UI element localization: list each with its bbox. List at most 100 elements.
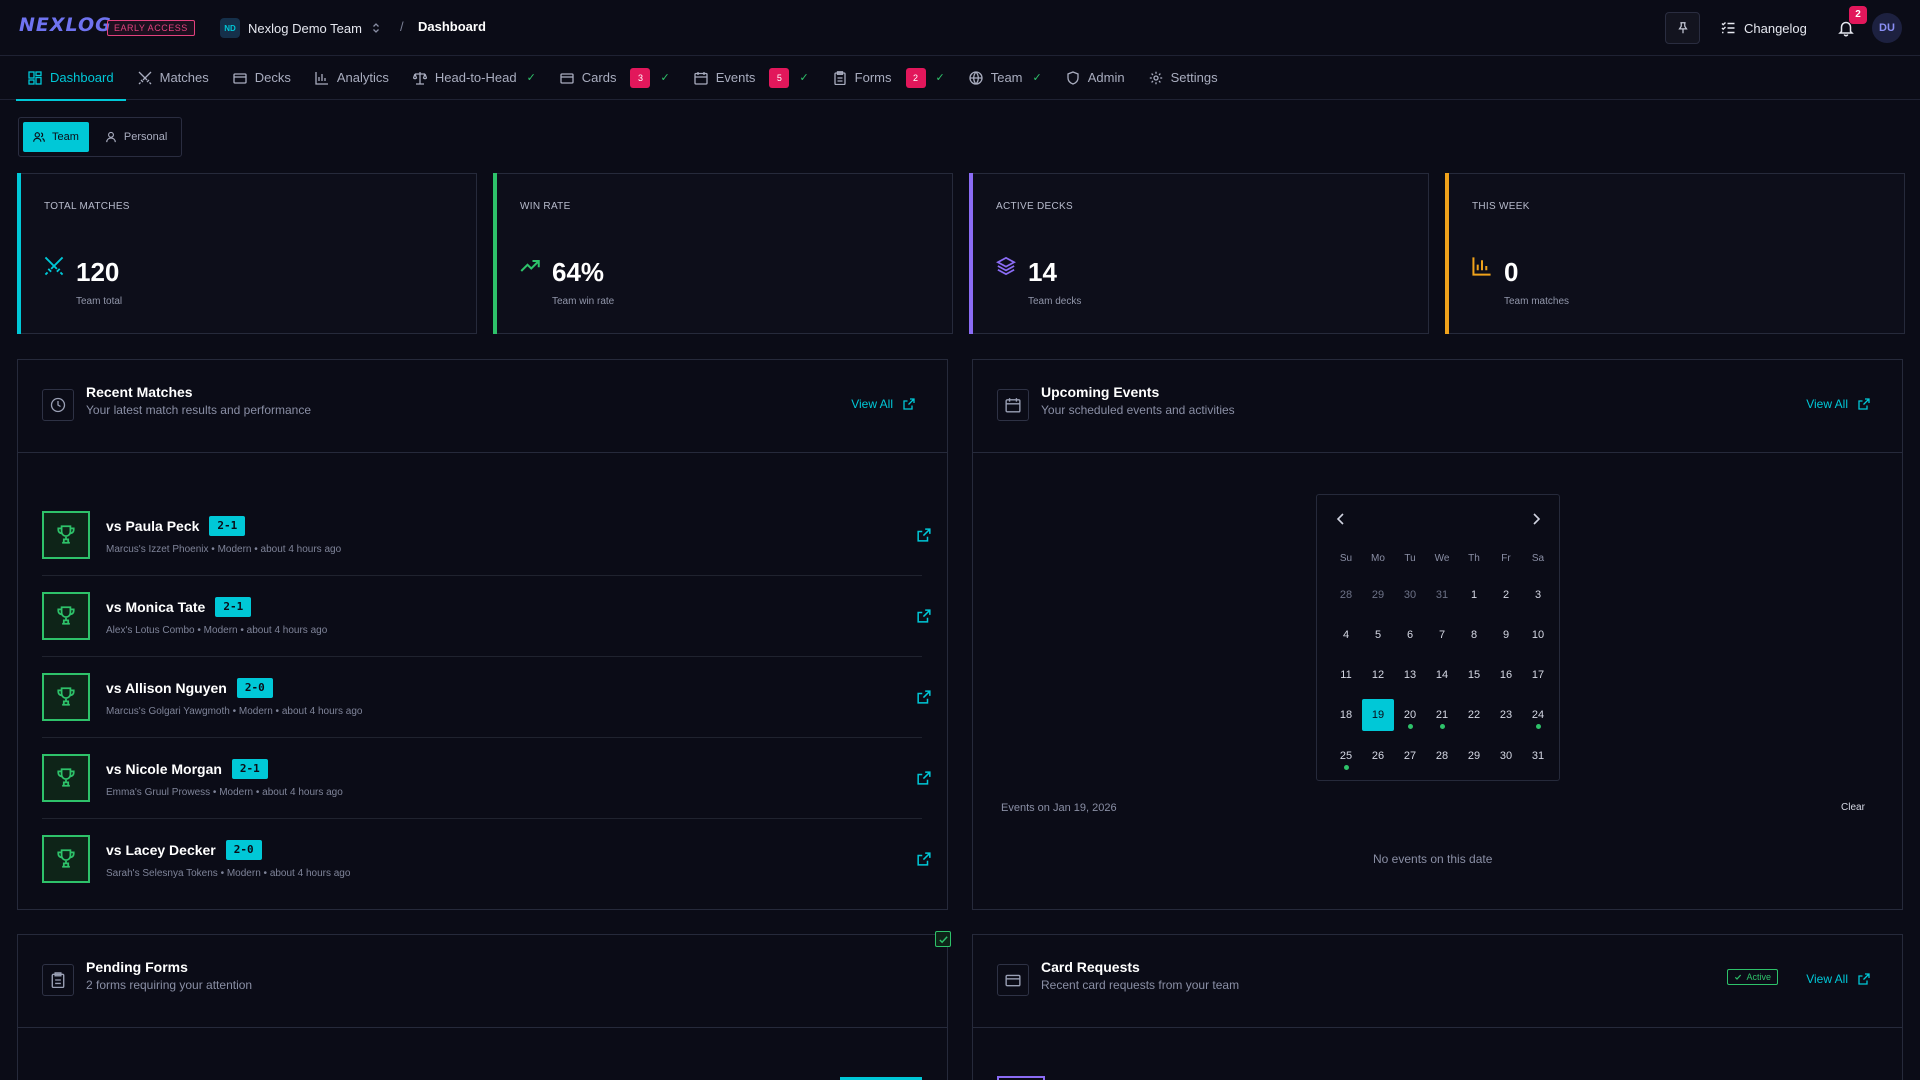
active-filter-badge[interactable]: Active	[1727, 969, 1778, 985]
external-link-icon	[1858, 398, 1870, 410]
scale-icon	[412, 71, 427, 85]
calendar-day[interactable]: 28	[1435, 750, 1449, 762]
check-icon	[1734, 973, 1742, 981]
view-all-matches-link[interactable]: View All	[851, 397, 915, 411]
external-link-icon[interactable]	[916, 689, 932, 705]
match-opponent: vs Lacey Decker 2-0	[106, 840, 262, 860]
calendar-day[interactable]: 30	[1499, 750, 1513, 762]
calendar-day[interactable]: 18	[1339, 709, 1353, 721]
calendar-day[interactable]: 31	[1531, 750, 1545, 762]
view-all-card-requests-link[interactable]: View All	[1806, 972, 1870, 986]
opponent-name: vs Lacey Decker	[106, 842, 216, 858]
team-scope-option[interactable]: Team	[23, 122, 89, 152]
selected-date-label: Events on Jan 19, 2026	[1001, 802, 1117, 814]
match-row[interactable]: vs Monica Tate 2-1 Alex's Lotus Combo • M…	[42, 576, 931, 657]
tab-decks[interactable]: Decks	[221, 56, 303, 100]
calendar-day[interactable]: 8	[1470, 629, 1478, 641]
stat-value: 64%	[552, 257, 605, 287]
match-row[interactable]: vs Allison Nguyen 2-0 Marcus's Golgari Ya…	[42, 657, 931, 738]
calendar-day[interactable]: 9	[1502, 629, 1510, 641]
weekday-header: Th	[1468, 553, 1480, 564]
user-avatar[interactable]: DU	[1872, 13, 1902, 43]
calendar-day[interactable]: 30	[1403, 589, 1417, 601]
calendar-day[interactable]: 28	[1339, 589, 1353, 601]
calendar-day[interactable]: 16	[1499, 669, 1513, 681]
dashboard-icon	[28, 70, 42, 85]
check-icon[interactable]	[935, 931, 951, 947]
calendar-day[interactable]: 21	[1426, 699, 1458, 731]
team-selector[interactable]: ND Nexlog Demo Team	[220, 17, 382, 39]
external-link-icon[interactable]	[916, 527, 932, 543]
tab-dashboard[interactable]: Dashboard	[16, 56, 126, 101]
match-meta: Marcus's Izzet Phoenix • Modern • about …	[106, 544, 342, 555]
tab-settings[interactable]: Settings	[1137, 56, 1230, 100]
personal-scope-option[interactable]: Personal	[95, 122, 177, 152]
calendar-day[interactable]: 1	[1470, 589, 1478, 601]
tab-analytics[interactable]: Analytics	[303, 56, 401, 100]
panel-title: Pending Forms	[86, 959, 188, 975]
tab-label: Matches	[159, 70, 209, 85]
calendar-day[interactable]: 26	[1371, 750, 1385, 762]
calendar-day[interactable]: 10	[1531, 629, 1545, 641]
calendar-day[interactable]: 31	[1435, 589, 1449, 601]
calendar-day[interactable]: 29	[1467, 750, 1481, 762]
external-link-icon[interactable]	[916, 608, 932, 624]
external-link-icon[interactable]	[916, 851, 932, 867]
view-all-events-link[interactable]: View All	[1806, 397, 1870, 411]
cards-count-badge: 3	[630, 67, 651, 88]
tab-events[interactable]: Events 5 ✓	[682, 56, 821, 100]
weekday-header: Fr	[1501, 553, 1511, 564]
match-row[interactable]: vs Paula Peck 2-1 Marcus's Izzet Phoenix …	[42, 495, 931, 576]
calendar-day[interactable]: 13	[1403, 669, 1417, 681]
tab-head-to-head[interactable]: Head-to-Head ✓	[401, 56, 548, 100]
clipboard-icon	[42, 964, 74, 996]
tab-label: Admin	[1087, 70, 1125, 85]
event-calendar: Su Mo Tu We Th Fr Sa 28 29 30 31 1 2 3 4 5 6 7 8 9 10 11 12 13 1…	[1316, 494, 1560, 781]
tab-matches[interactable]: Matches	[126, 56, 221, 100]
pending-forms-panel: Pending Forms 2 forms requiring your att…	[17, 934, 948, 1080]
tab-forms[interactable]: Forms 2 ✓	[821, 56, 957, 100]
calendar-day[interactable]: 24	[1522, 699, 1554, 731]
calendar-day[interactable]: 19	[1362, 699, 1394, 731]
calendar-day[interactable]: 11	[1340, 669, 1352, 681]
chevron-left-icon[interactable]	[1333, 511, 1349, 527]
calendar-day[interactable]: 5	[1374, 629, 1382, 641]
calendar-day[interactable]: 17	[1531, 669, 1545, 681]
app-logo[interactable]: NEXLOG	[19, 14, 112, 36]
tab-team[interactable]: Team ✓	[957, 56, 1054, 100]
calendar-day[interactable]: 15	[1467, 669, 1481, 681]
calendar-day[interactable]: 20	[1394, 699, 1426, 731]
calendar-day[interactable]: 2	[1502, 589, 1510, 601]
bell-icon	[1837, 19, 1855, 37]
calendar-day[interactable]: 27	[1403, 750, 1417, 762]
calendar-day[interactable]: 3	[1534, 589, 1542, 601]
stat-label: WIN RATE	[520, 201, 571, 212]
calendar-day[interactable]: 4	[1342, 629, 1350, 641]
calendar-day[interactable]: 6	[1406, 629, 1414, 641]
stat-label: TOTAL MATCHES	[44, 201, 130, 212]
stat-label: ACTIVE DECKS	[996, 201, 1073, 212]
calendar-day[interactable]: 29	[1371, 589, 1385, 601]
pin-button[interactable]	[1665, 12, 1700, 44]
calendar-day[interactable]: 14	[1435, 669, 1449, 681]
match-list: vs Paula Peck 2-1 Marcus's Izzet Phoenix …	[18, 495, 949, 900]
stat-subtext: Team matches	[1504, 296, 1570, 307]
match-score: 2-1	[215, 597, 252, 617]
match-meta: Emma's Gruul Prowess • Modern • about 4 …	[106, 787, 343, 798]
calendar-day[interactable]: 25	[1330, 740, 1362, 772]
match-row[interactable]: vs Lacey Decker 2-0 Sarah's Selesnya Toke…	[42, 819, 931, 900]
notifications-button[interactable]	[1834, 16, 1858, 40]
tab-admin[interactable]: Admin	[1054, 56, 1137, 100]
changelog-button[interactable]: Changelog	[1720, 17, 1807, 39]
clear-date-button[interactable]: Clear	[1841, 802, 1865, 813]
external-link-icon[interactable]	[916, 770, 932, 786]
calendar-day[interactable]: 22	[1467, 709, 1481, 721]
calendar-day[interactable]: 12	[1371, 669, 1385, 681]
calendar-day[interactable]: 7	[1438, 629, 1446, 641]
panel-subtitle: Your scheduled events and activities	[1041, 403, 1235, 417]
match-row[interactable]: vs Nicole Morgan 2-1 Emma's Gruul Prowess…	[42, 738, 931, 819]
chevron-right-icon[interactable]	[1528, 511, 1544, 527]
recent-matches-panel: Recent Matches Your latest match results…	[17, 359, 948, 910]
tab-cards[interactable]: Cards 3 ✓	[548, 56, 682, 100]
calendar-day[interactable]: 23	[1499, 709, 1513, 721]
